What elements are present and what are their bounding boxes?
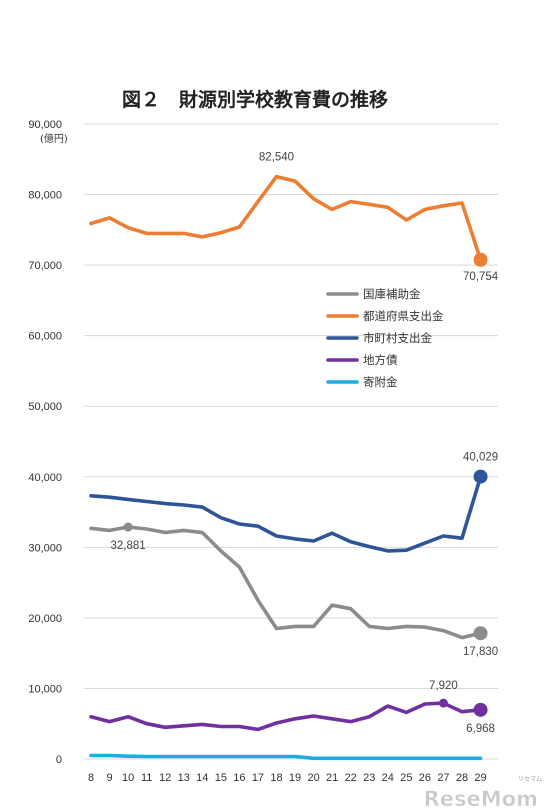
annotations: 82,540 70,754 40,029 32,881 17,830 7,920 6,968 xyxy=(111,152,499,735)
data-marker xyxy=(473,626,488,641)
x-tick-label: 27 xyxy=(437,772,449,784)
y-tick-label: 0 xyxy=(56,754,62,766)
data-marker xyxy=(123,522,133,532)
series-line-4 xyxy=(89,753,483,761)
x-axis: 8 9 10 11 12 13 14 15 16 17 18 19 20 21 22 23 24 25 26 27 28… xyxy=(88,772,487,784)
data-label: 82,540 xyxy=(259,152,294,164)
data-marker xyxy=(473,469,488,484)
x-tick-label: 21 xyxy=(326,772,338,784)
data-label: 7,920 xyxy=(429,680,458,692)
series-line-1 xyxy=(89,174,483,262)
data-label: 17,830 xyxy=(463,646,498,658)
y-axis: 0 10,000 20,000 30,000 40,000 50,000 60,000 70,… xyxy=(28,119,62,766)
x-tick-label: 18 xyxy=(270,772,282,784)
data-marker xyxy=(438,698,448,708)
x-tick-label: 17 xyxy=(252,772,264,784)
x-tick-label: 22 xyxy=(345,772,357,784)
legend-label: 寄附金 xyxy=(363,375,398,389)
x-tick-label: 15 xyxy=(215,772,227,784)
y-tick-label: 60,000 xyxy=(28,331,62,343)
x-tick-label: 9 xyxy=(106,772,112,784)
data-marker xyxy=(473,252,488,267)
x-tick-label: 26 xyxy=(419,772,431,784)
x-tick-label: 12 xyxy=(159,772,171,784)
x-tick-label: 8 xyxy=(88,772,94,784)
x-tick-label: 13 xyxy=(178,772,190,784)
y-tick-label: 30,000 xyxy=(28,542,62,554)
watermark-text: ReseMom xyxy=(424,787,538,811)
watermark-small: リセマム xyxy=(518,776,542,783)
y-tick-label: 80,000 xyxy=(28,190,62,202)
data-label: 6,968 xyxy=(466,723,495,735)
series-line-3 xyxy=(89,701,483,732)
legend-label: 市町村支出金 xyxy=(363,331,432,345)
series-line-2 xyxy=(89,474,483,553)
y-tick-label: 70,000 xyxy=(28,260,62,272)
data-marker xyxy=(473,702,488,717)
chart-title: 図２ 財源別学校教育費の推移 xyxy=(122,88,388,111)
data-label: 70,754 xyxy=(463,271,499,283)
series-line-0 xyxy=(89,525,483,640)
resemom-logo: ReseMom リセマム xyxy=(423,776,542,811)
y-tick-label: 90,000 xyxy=(28,119,62,131)
x-tick-label: 24 xyxy=(382,772,394,784)
x-tick-label: 16 xyxy=(233,772,245,784)
series-lines xyxy=(89,174,483,761)
legend-label: 国庫補助金 xyxy=(363,287,421,301)
gridlines xyxy=(84,123,498,760)
series-markers xyxy=(123,252,488,717)
y-tick-label: 10,000 xyxy=(28,683,62,695)
y-axis-unit: (億円) xyxy=(40,132,68,145)
x-tick-label: 28 xyxy=(456,772,468,784)
y-tick-label: 50,000 xyxy=(28,401,62,413)
x-tick-label: 10 xyxy=(122,772,134,784)
x-tick-label: 20 xyxy=(307,772,319,784)
x-tick-label: 29 xyxy=(474,772,486,784)
y-tick-label: 40,000 xyxy=(28,472,62,484)
x-tick-label: 23 xyxy=(363,772,375,784)
y-tick-label: 20,000 xyxy=(28,613,62,625)
legend-label: 都道府県支出金 xyxy=(363,309,444,323)
data-label: 40,029 xyxy=(463,452,498,464)
data-label: 32,881 xyxy=(111,540,146,552)
x-tick-label: 14 xyxy=(196,772,208,784)
legend-label: 地方債 xyxy=(363,353,398,367)
x-tick-label: 11 xyxy=(141,772,152,784)
x-tick-label: 25 xyxy=(400,772,412,784)
x-tick-label: 19 xyxy=(289,772,301,784)
